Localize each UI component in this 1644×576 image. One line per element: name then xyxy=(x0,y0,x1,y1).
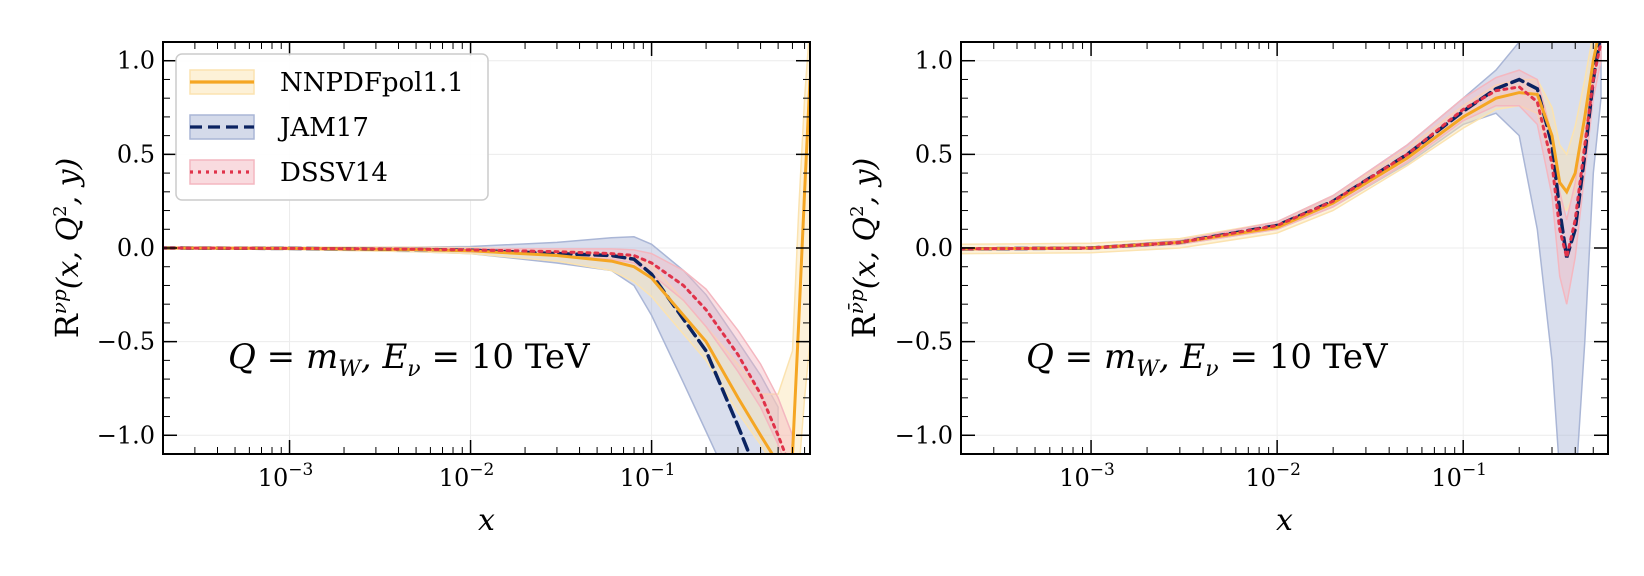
y-label-args: (x, Q xyxy=(848,217,883,289)
legend-label-dssv14: DSSV14 xyxy=(280,158,388,188)
y-tick-label: −1.0 xyxy=(97,421,155,449)
series-line-dssv14 xyxy=(163,246,787,454)
y-label-sq: 2 xyxy=(50,205,71,216)
legend-label-jam17: JAM17 xyxy=(277,113,369,143)
annotation-sub1: W xyxy=(338,357,363,382)
band-nnpdfpol11 xyxy=(961,42,1602,255)
x-tick-label-base: 10 xyxy=(620,464,651,492)
x-tick-label: 10−3 xyxy=(1059,460,1115,492)
annotation-lhs: Q = m xyxy=(228,337,338,377)
y-label-sup: ν̄p xyxy=(844,289,868,314)
y-tick-label: 0.5 xyxy=(915,140,953,168)
annotation-mid: , E xyxy=(361,337,408,377)
y-tick-label: 0.0 xyxy=(915,234,953,262)
y-label-tail: , y) xyxy=(51,158,86,206)
x-tick-label-exp: −2 xyxy=(469,460,494,480)
y-axis-label: Rν̄p(x, Q2, y) xyxy=(844,158,883,339)
y-tick-label: −0.5 xyxy=(97,328,155,356)
annotation-rhs: = 10 TeV xyxy=(421,337,591,377)
annotation-sub1: W xyxy=(1136,357,1161,382)
y-tick-label: −1.0 xyxy=(895,421,953,449)
annotation: Q = mW, Eν = 10 TeV xyxy=(228,337,591,382)
x-axis-label: x xyxy=(1276,503,1293,538)
legend-label-nnpdfpol11: NNPDFpol1.1 xyxy=(280,68,464,98)
x-tick-label-exp: −3 xyxy=(288,460,313,480)
y-label-sup: νp xyxy=(47,289,71,314)
x-tick-label-base: 10 xyxy=(258,464,289,492)
annotation-sub2: ν xyxy=(1205,357,1218,382)
annotation-sub2: ν xyxy=(407,357,420,382)
annotation-mid: , E xyxy=(1159,337,1206,377)
y-label-main: R xyxy=(845,313,883,338)
y-axis: 1.0 0.5 0.0 −0.5 −1.0 xyxy=(97,47,810,449)
y-label-main: R xyxy=(48,313,86,338)
y-axis-label: Rνp(x, Q2, y) xyxy=(47,158,86,339)
y-tick-label: 1.0 xyxy=(117,47,155,75)
y-label-sq: 2 xyxy=(847,205,868,216)
annotation-lhs: Q = m xyxy=(1026,337,1136,377)
y-tick-label: 1.0 xyxy=(915,47,953,75)
plot-area xyxy=(961,42,1603,454)
x-axis: 10−3 10−2 10−1 xyxy=(162,42,806,492)
y-label-tail: , y) xyxy=(848,158,883,206)
x-axis: 10−3 10−2 10−1 xyxy=(960,42,1594,492)
annotation: Q = mW, Eν = 10 TeV xyxy=(1026,337,1389,382)
y-axis: 1.0 0.5 0.0 −0.5 −1.0 xyxy=(895,47,1608,449)
x-tick-label-exp: −1 xyxy=(650,460,675,480)
x-tick-label-exp: −3 xyxy=(1090,460,1115,480)
x-tick-label: 10−3 xyxy=(258,460,314,492)
x-tick-label: 10−2 xyxy=(1245,460,1301,492)
y-tick-label: 0.0 xyxy=(117,234,155,262)
y-label-args: (x, Q xyxy=(51,217,86,289)
x-tick-label: 10−1 xyxy=(620,460,676,492)
x-tick-label-exp: −1 xyxy=(1462,460,1487,480)
series-line-dssv14 xyxy=(961,42,1603,258)
x-axis-label: x xyxy=(478,503,495,538)
y-tick-label: −0.5 xyxy=(895,328,953,356)
series-line-nnpdfpol11 xyxy=(961,42,1599,251)
x-tick-label: 10−2 xyxy=(439,460,495,492)
y-tick-label: 0.5 xyxy=(117,140,155,168)
plot-area xyxy=(163,42,810,454)
legend: NNPDFpol1.1 JAM17 DSSV14 xyxy=(175,53,489,201)
x-tick-label-exp: −2 xyxy=(1276,460,1301,480)
x-tick-label-base: 10 xyxy=(1059,464,1090,492)
x-tick-label-base: 10 xyxy=(439,464,470,492)
x-tick-label: 10−1 xyxy=(1431,460,1487,492)
annotation-rhs: = 10 TeV xyxy=(1219,337,1389,377)
x-tick-label-base: 10 xyxy=(1245,464,1276,492)
x-tick-label-base: 10 xyxy=(1431,464,1462,492)
